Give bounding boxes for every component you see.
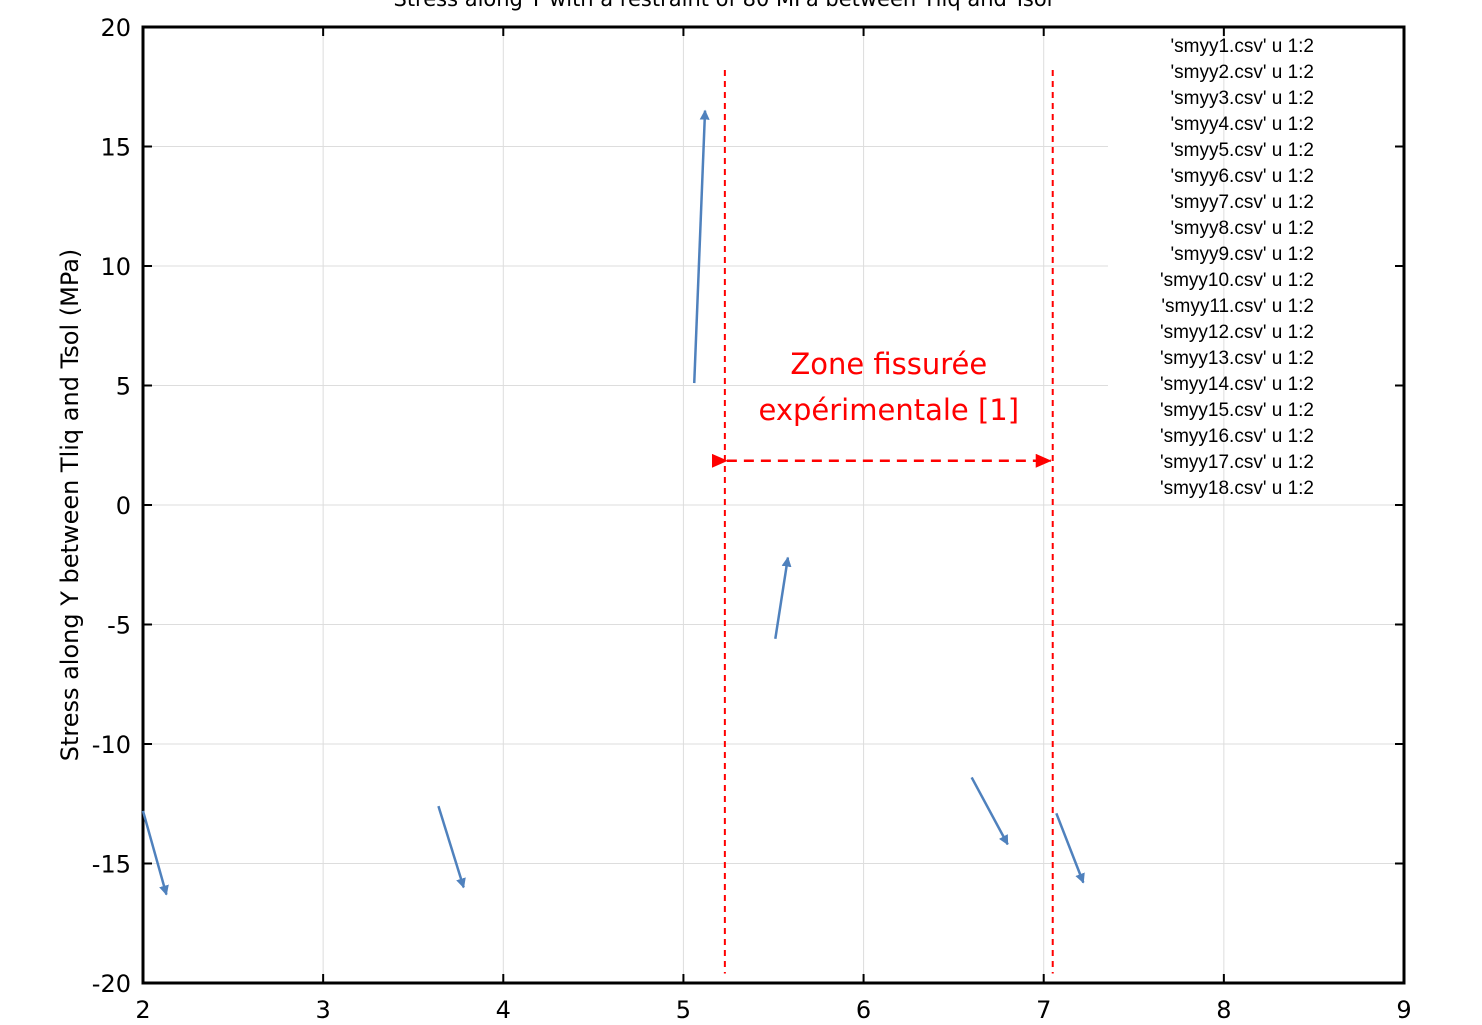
y-tick-label: -5 [107, 612, 131, 640]
x-tick-label: 5 [676, 996, 691, 1024]
x-tick-label: 8 [1216, 996, 1231, 1024]
y-tick-label: -10 [92, 731, 131, 759]
stress-arrow [1055, 812, 1085, 884]
experimental-crack-zone: Zone fissurée expérimentale [1] [711, 70, 1054, 974]
legend-entry: 'smyy16.csv' u 1:2 [1160, 426, 1314, 447]
legend-entry: 'smyy6.csv' u 1:2 [1171, 166, 1314, 187]
x-tick-label: 6 [856, 996, 871, 1024]
legend-entry: 'smyy15.csv' u 1:2 [1160, 400, 1314, 421]
y-tick-label: 0 [116, 492, 131, 520]
grid [143, 27, 1404, 983]
stress-arrow [437, 805, 466, 889]
legend-entry: 'smyy10.csv' u 1:2 [1160, 270, 1314, 291]
legend-entry: 'smyy3.csv' u 1:2 [1171, 88, 1314, 109]
legend-entry: 'smyy2.csv' u 1:2 [1171, 62, 1314, 83]
legend-entry: 'smyy4.csv' u 1:2 [1171, 114, 1314, 135]
y-tick-label: -15 [92, 851, 131, 879]
legend-entry: 'smyy14.csv' u 1:2 [1160, 374, 1314, 395]
legend-entry: 'smyy8.csv' u 1:2 [1171, 218, 1314, 239]
y-tick-label: 5 [116, 373, 131, 401]
legend-entry: 'smyy7.csv' u 1:2 [1171, 192, 1314, 213]
zone-label-line2: expérimentale [1] [759, 393, 1020, 427]
legend: 'smyy1.csv' u 1:2 'smyy2.csv' u 1:2 'smyy3… [1160, 36, 1314, 499]
legend-entry: 'smyy12.csv' u 1:2 [1160, 322, 1314, 343]
y-tick-label: 10 [100, 253, 131, 281]
stress-arrows [141, 109, 1085, 896]
legend-entry: 'smyy5.csv' u 1:2 [1171, 140, 1314, 161]
stress-arrow [692, 109, 710, 384]
legend-entry: 'smyy11.csv' u 1:2 [1161, 296, 1314, 317]
legend-entry: 'smyy1.csv' u 1:2 [1171, 36, 1314, 57]
x-tick-label: 4 [496, 996, 511, 1024]
stress-arrow [774, 556, 792, 640]
legend-entry: 'smyy17.csv' u 1:2 [1160, 452, 1314, 473]
y-tick-label: 20 [100, 14, 131, 42]
legend-entry: 'smyy9.csv' u 1:2 [1171, 244, 1314, 265]
stress-arrow [970, 776, 1009, 846]
y-tick-label: 15 [100, 134, 131, 162]
y-axis-label: Stress along Y between Tliq and Tsol (MP… [56, 249, 84, 762]
stress-arrow [141, 810, 169, 896]
x-tick-label: 3 [316, 996, 331, 1024]
legend-entry: 'smyy18.csv' u 1:2 [1160, 478, 1314, 499]
legend-entry: 'smyy13.csv' u 1:2 [1160, 348, 1314, 369]
chart-title: Stress along Y with a restraint of 80 MP… [393, 0, 1052, 11]
zone-label-line1: Zone fissurée [790, 347, 987, 381]
tick-labels: 2 3 4 5 6 7 8 9 20 15 10 5 0 -5 -10 -15 -20 [92, 14, 1412, 1024]
y-tick-label: -20 [92, 970, 131, 998]
x-tick-label: 9 [1396, 996, 1411, 1024]
x-tick-label: 7 [1036, 996, 1051, 1024]
x-tick-label: 2 [135, 996, 150, 1024]
plot-frame [141, 25, 1406, 985]
